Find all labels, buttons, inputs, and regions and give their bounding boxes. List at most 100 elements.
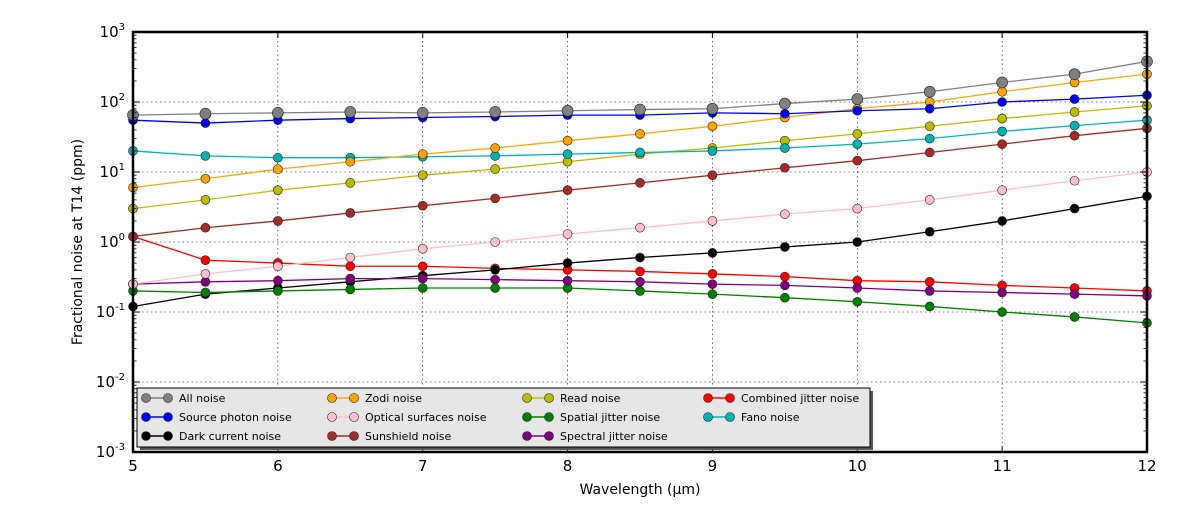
legend-label: Fano noise bbox=[741, 411, 800, 424]
x-axis-label: Wavelength (μm) bbox=[580, 482, 701, 498]
data-point bbox=[273, 216, 283, 226]
data-point bbox=[852, 105, 863, 116]
data-point bbox=[490, 164, 500, 174]
legend-marker bbox=[725, 393, 735, 403]
legend-marker bbox=[522, 393, 532, 403]
data-point bbox=[852, 129, 863, 139]
data-point bbox=[490, 237, 500, 247]
data-point bbox=[417, 149, 428, 159]
data-point bbox=[345, 208, 356, 218]
legend-label: Spectral jitter noise bbox=[560, 430, 668, 443]
data-point bbox=[273, 185, 283, 195]
data-point bbox=[707, 289, 718, 299]
legend-label: Dark current noise bbox=[179, 430, 281, 443]
legend: All noise Source photon noise Dark current… bbox=[136, 387, 873, 450]
data-point bbox=[417, 283, 428, 293]
legend-box bbox=[136, 387, 871, 448]
legend-marker bbox=[703, 393, 713, 403]
legend-entry: All noise bbox=[141, 392, 226, 405]
legend-label: Read noise bbox=[560, 392, 621, 405]
legend-entry: Source photon noise bbox=[141, 411, 292, 424]
legend-marker bbox=[544, 412, 554, 422]
data-point bbox=[780, 162, 790, 173]
axis-labels: Wavelength (μm) Fractional noise at T14 (… bbox=[70, 139, 700, 498]
data-point bbox=[996, 76, 1008, 89]
x-tick-label: 12 bbox=[1137, 457, 1156, 475]
data-point bbox=[562, 229, 573, 239]
legend-entry: Spatial jitter noise bbox=[522, 411, 660, 424]
x-tick-label: 5 bbox=[128, 457, 138, 475]
data-point bbox=[997, 185, 1007, 195]
data-point bbox=[200, 151, 211, 161]
ticks: 5 6 7 8 9 10 11 12 10-3 10-2 10-1 100 101 102 103 bbox=[96, 22, 1157, 475]
data-point bbox=[416, 107, 429, 119]
data-point bbox=[780, 271, 790, 282]
data-point bbox=[345, 261, 356, 272]
legend-label: Spatial jitter noise bbox=[560, 411, 660, 424]
data-point bbox=[780, 280, 790, 291]
data-point bbox=[634, 103, 646, 116]
x-tick-label: 10 bbox=[848, 457, 867, 475]
series-0 bbox=[127, 55, 1153, 121]
data-point bbox=[707, 121, 718, 132]
data-point bbox=[1069, 120, 1080, 131]
data-point bbox=[997, 86, 1007, 97]
data-point bbox=[997, 113, 1007, 124]
data-point bbox=[490, 274, 500, 285]
data-point bbox=[1068, 68, 1081, 80]
legend-entry: Sunshield noise bbox=[327, 430, 451, 443]
data-point bbox=[1069, 312, 1080, 322]
data-point bbox=[417, 200, 428, 211]
legend-label: Combined jitter noise bbox=[741, 392, 859, 405]
data-point bbox=[924, 277, 935, 287]
y-tick-label: 103 bbox=[100, 22, 125, 41]
legend-marker bbox=[327, 412, 337, 422]
legend-entry: Fano noise bbox=[703, 411, 800, 424]
legend-marker bbox=[725, 412, 735, 422]
data-point bbox=[562, 275, 573, 286]
data-point bbox=[200, 255, 211, 265]
y-tick-label: 10-3 bbox=[96, 442, 125, 461]
legend-marker bbox=[163, 431, 173, 441]
legend-label: All noise bbox=[179, 392, 226, 405]
data-point bbox=[345, 178, 356, 188]
data-point bbox=[562, 258, 573, 268]
data-point bbox=[852, 155, 863, 166]
series-layer bbox=[127, 55, 1153, 328]
legend-marker bbox=[141, 412, 151, 422]
data-point bbox=[199, 107, 212, 120]
y-axis-label: Fractional noise at T14 (ppm) bbox=[70, 139, 86, 345]
data-point bbox=[345, 284, 356, 295]
data-point bbox=[200, 195, 211, 205]
y-tick-label: 10-1 bbox=[96, 302, 125, 321]
data-point bbox=[200, 173, 211, 184]
data-point bbox=[707, 248, 718, 258]
data-point bbox=[417, 261, 428, 272]
legend-marker bbox=[544, 431, 554, 441]
data-point bbox=[780, 143, 790, 153]
data-point bbox=[345, 273, 356, 284]
legend-marker bbox=[522, 431, 532, 441]
data-point bbox=[200, 118, 211, 128]
data-point bbox=[272, 107, 284, 119]
data-point bbox=[1069, 289, 1080, 299]
legend-entry: Combined jitter noise bbox=[703, 392, 859, 405]
data-point bbox=[273, 164, 283, 174]
data-point bbox=[1069, 203, 1080, 214]
data-point bbox=[707, 146, 718, 156]
data-point bbox=[635, 222, 645, 233]
data-point bbox=[273, 275, 283, 286]
data-point bbox=[344, 106, 357, 118]
data-point bbox=[924, 301, 935, 312]
data-point bbox=[273, 261, 283, 272]
data-point bbox=[273, 152, 283, 163]
data-point bbox=[997, 287, 1007, 298]
data-point bbox=[997, 216, 1007, 226]
series-8 bbox=[128, 273, 1152, 301]
legend-label: Source photon noise bbox=[179, 411, 292, 424]
data-point bbox=[490, 193, 500, 204]
legend-marker bbox=[163, 412, 173, 422]
data-point bbox=[345, 252, 356, 263]
data-point bbox=[706, 102, 719, 115]
